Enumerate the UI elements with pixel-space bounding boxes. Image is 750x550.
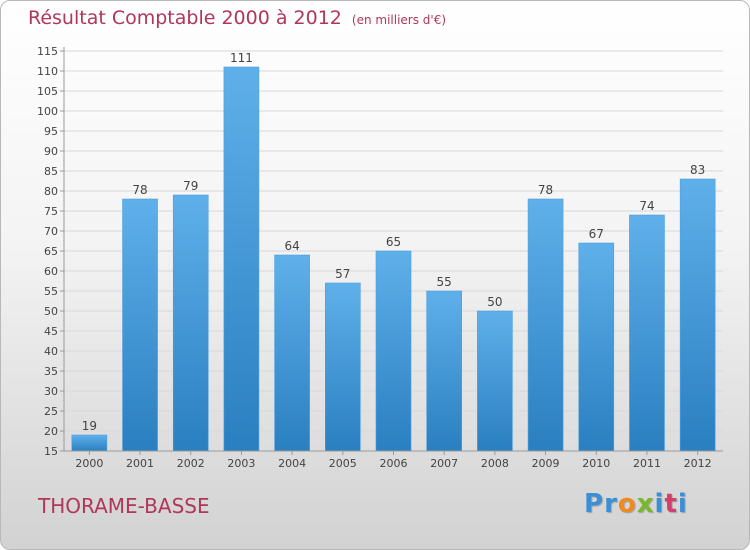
bar (629, 214, 665, 452)
data-label: 78 (132, 183, 147, 197)
y-tick-label: 50 (44, 305, 58, 318)
x-tick-label: 2000 (75, 457, 103, 470)
data-label: 19 (82, 419, 97, 433)
y-tick-label: 35 (44, 365, 58, 378)
logo-letter: o (617, 489, 637, 519)
y-tick-label: 30 (44, 385, 58, 398)
x-tick-label: 2005 (329, 457, 357, 470)
y-tick-label: 110 (37, 65, 58, 78)
y-tick-label: 60 (44, 265, 58, 278)
logo-letter: t (664, 489, 678, 519)
y-tick-label: 115 (37, 45, 58, 58)
data-label: 79 (183, 179, 198, 193)
bar (325, 282, 361, 452)
x-tick-label: 2012 (684, 457, 712, 470)
bar (477, 310, 513, 452)
bar (527, 198, 564, 452)
x-tick-label: 2009 (532, 457, 560, 470)
y-tick-label: 105 (37, 85, 58, 98)
y-tick-label: 70 (44, 225, 58, 238)
x-tick-label: 2003 (227, 457, 255, 470)
data-label: 67 (589, 227, 604, 241)
y-tick-label: 75 (44, 205, 58, 218)
logo-letter: P (584, 489, 605, 519)
data-label: 55 (437, 275, 452, 289)
y-tick-label: 20 (44, 425, 58, 438)
y-tick-label: 65 (44, 245, 58, 258)
x-tick-label: 2010 (582, 457, 610, 470)
data-label: 50 (487, 295, 502, 309)
y-tick-label: 80 (44, 185, 58, 198)
x-tick-label: 2011 (633, 457, 661, 470)
bar (122, 198, 158, 452)
logo-letter: i (677, 489, 688, 519)
bars: 19 78 79 111 64 57 65 55 50 78 67 74 83 (71, 51, 716, 452)
axes: 15 20 25 30 35 40 45 50 55 60 65 70 75 80 85 90 95 100 105… (37, 45, 723, 470)
bar (223, 66, 260, 452)
bar (375, 250, 412, 452)
data-label: 83 (690, 163, 705, 177)
logo-letter: i (654, 489, 665, 519)
bar (426, 290, 462, 452)
data-label: 78 (538, 183, 553, 197)
x-tick-label: 2006 (380, 457, 408, 470)
x-tick-label: 2004 (278, 457, 306, 470)
data-label: 57 (335, 267, 350, 281)
data-label: 111 (230, 51, 253, 65)
chart-title: Résultat Comptable 2000 à 2012 (en millie… (28, 7, 447, 29)
data-label: 65 (386, 235, 401, 249)
data-label: 74 (639, 199, 654, 213)
x-tick-label: 2008 (481, 457, 509, 470)
commune-name: THORAME-BASSE (38, 494, 210, 518)
y-tick-label: 100 (37, 105, 58, 118)
data-label: 64 (284, 239, 299, 253)
y-tick-label: 15 (44, 445, 58, 458)
bar (172, 194, 209, 452)
logo-letter: x (636, 489, 655, 519)
y-tick-label: 45 (44, 325, 58, 338)
y-tick-label: 90 (44, 145, 58, 158)
y-tick-label: 95 (44, 125, 58, 138)
bar (274, 254, 310, 452)
y-tick-label: 25 (44, 405, 58, 418)
y-tick-label: 55 (44, 285, 58, 298)
bar (679, 178, 716, 452)
x-tick-label: 2001 (126, 457, 154, 470)
bar (578, 242, 615, 452)
proxiti-logo[interactable]: Proxiti (584, 489, 688, 519)
logo-letter: r (604, 489, 618, 519)
y-tick-label: 85 (44, 165, 58, 178)
bar (71, 434, 108, 452)
chart-subtitle: (en milliers d'€) (351, 13, 447, 27)
x-tick-label: 2002 (177, 457, 205, 470)
x-tick-label: 2007 (430, 457, 458, 470)
y-tick-label: 40 (44, 345, 58, 358)
